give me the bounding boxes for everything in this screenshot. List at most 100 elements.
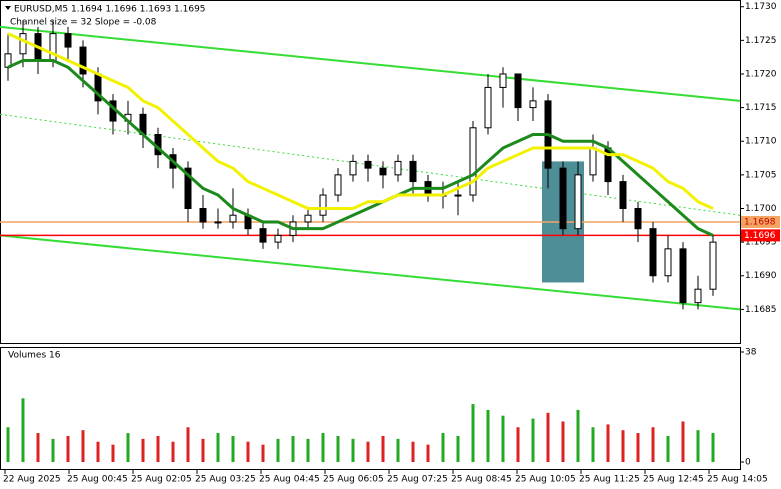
candle-body	[214, 221, 222, 224]
volume-bar	[111, 444, 115, 462]
volume-bar	[696, 430, 700, 462]
volume-bar	[36, 433, 40, 462]
y-tick-label: 1.1685	[745, 305, 777, 315]
price-level-label: 1.1696	[744, 231, 776, 241]
candle-body	[619, 181, 627, 209]
x-tick-label: 25 Aug 11:25	[579, 475, 640, 485]
candle-body	[304, 214, 312, 223]
volume-bar	[411, 441, 415, 462]
candle-body	[679, 248, 687, 304]
candle-body	[589, 147, 597, 176]
candle-body	[79, 46, 87, 75]
volume-bar	[426, 444, 430, 462]
chart-title: EURUSD,M5 1.1694 1.1696 1.1693 1.1695	[14, 5, 206, 15]
volume-bar	[96, 441, 100, 462]
price-panel	[0, 0, 741, 344]
candle-body	[334, 174, 342, 196]
volume-bar	[126, 433, 130, 462]
volume-bar	[366, 441, 370, 462]
candle-body	[694, 288, 702, 304]
x-tick-label: 25 Aug 12:45	[643, 475, 704, 485]
volume-tick-label: 0	[745, 458, 751, 468]
volume-bar	[171, 441, 175, 462]
candle-body	[19, 33, 27, 55]
candle-body	[559, 167, 567, 230]
moving-average	[7, 32, 714, 210]
volume-bar	[156, 435, 160, 462]
candle-body	[199, 207, 207, 223]
candle-body	[184, 167, 192, 209]
y-tick-label: 1.1695	[745, 238, 777, 248]
price-level-box	[741, 215, 780, 228]
volume-bar	[6, 427, 10, 462]
volume-bar	[576, 409, 580, 462]
x-tick-label: 25 Aug 10:05	[515, 475, 576, 485]
candle-body	[634, 207, 642, 230]
volume-bar	[336, 435, 340, 462]
y-tick-label: 1.1705	[745, 170, 777, 180]
volume-bar	[666, 435, 670, 462]
candle-body	[499, 73, 507, 88]
channel-lower	[0, 234, 741, 311]
price-level-label: 1.1698	[744, 217, 776, 227]
candle-body	[229, 214, 237, 223]
volume-bar	[21, 398, 25, 462]
y-tick-label: 1.1730	[745, 2, 777, 12]
candle-body	[514, 73, 522, 109]
volume-tick-label: 38	[745, 348, 757, 358]
x-tick-label: 25 Aug 14:05	[707, 475, 768, 485]
volume-bar	[471, 404, 475, 462]
y-tick-label: 1.1700	[745, 204, 777, 214]
volume-bar	[516, 427, 520, 462]
volume-bar	[276, 438, 280, 462]
candle-body	[409, 160, 417, 183]
candle-body	[274, 234, 282, 243]
moving-average	[7, 59, 714, 237]
y-tick-label: 1.1725	[745, 36, 777, 46]
volume-bar	[186, 427, 190, 462]
volume-bar	[321, 433, 325, 462]
candle-body	[319, 194, 327, 216]
volume-bar	[441, 433, 445, 462]
x-tick-label: 25 Aug 08:45	[451, 475, 512, 485]
candle-body	[349, 160, 357, 176]
volume-bar	[591, 427, 595, 462]
title-arrow	[5, 6, 11, 10]
volume-bar	[231, 435, 235, 462]
x-tick-label: 25 Aug 06:05	[323, 475, 384, 485]
volume-bar	[141, 438, 145, 462]
volume-bar	[246, 441, 250, 462]
volume-bar	[681, 421, 685, 462]
price-level-box	[741, 229, 780, 242]
volume-bar	[621, 430, 625, 462]
candle-body	[259, 228, 267, 243]
candle-body	[394, 160, 402, 176]
candle-body	[64, 33, 72, 48]
volume-bar	[261, 444, 265, 462]
volume-bar	[201, 438, 205, 462]
volume-bar	[531, 418, 535, 462]
volume-bar	[51, 438, 55, 462]
volume-bar	[306, 438, 310, 462]
y-tick-label: 1.1690	[745, 271, 777, 281]
volume-bar	[486, 409, 490, 462]
x-tick-label: 22 Aug 2025	[3, 475, 61, 485]
candle-body	[454, 194, 462, 197]
candle-body	[379, 167, 387, 176]
volume-bar	[546, 412, 550, 462]
candle-body	[664, 248, 672, 277]
candle-body	[574, 174, 582, 230]
candle-body	[364, 160, 372, 169]
volume-bar	[561, 421, 565, 462]
volume-title: Volumes 16	[8, 351, 61, 361]
chart-subtitle: Channel size = 32 Slope = -0.08	[10, 18, 157, 28]
volume-bar	[456, 435, 460, 462]
candle-body	[49, 33, 57, 62]
channel-upper	[0, 25, 741, 102]
x-tick-label: 25 Aug 04:45	[259, 475, 320, 485]
candle-body	[484, 86, 492, 129]
candle-body	[649, 228, 657, 277]
y-tick-label: 1.1710	[745, 137, 777, 147]
